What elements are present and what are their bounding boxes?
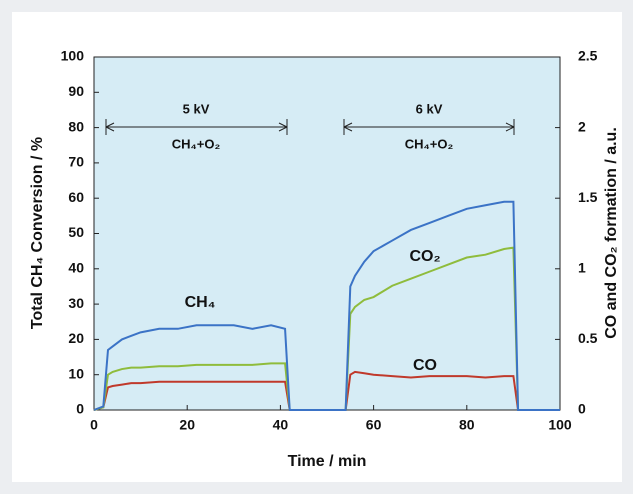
x-tick-label: 0 [90, 417, 98, 433]
y-axis-label: Total CH₄ Conversion / % [29, 137, 46, 329]
y2-tick-label: 1 [578, 260, 586, 276]
y2-tick-label: 2.5 [578, 48, 598, 64]
y-tick-label: 70 [68, 154, 84, 170]
y-tick-label: 80 [68, 118, 84, 134]
annotation: CH₄+O₂ [172, 136, 221, 151]
y2-tick-label: 2 [578, 118, 586, 134]
series-label: CO₂ [409, 248, 440, 265]
y-tick-label: 50 [68, 224, 84, 240]
x-tick-label: 80 [459, 417, 475, 433]
y2-tick-label: 0 [578, 401, 586, 417]
annotation: 6 kV [416, 101, 443, 116]
y-tick-label: 100 [61, 48, 85, 64]
x-axis-label: Time / min [288, 453, 367, 470]
plot-area [93, 56, 561, 411]
y2-tick-label: 1.5 [578, 189, 598, 205]
series-line [93, 200, 560, 411]
x-tick-label: 40 [273, 417, 289, 433]
y-tick-label: 20 [68, 330, 84, 346]
series-label: CO [413, 357, 437, 374]
annotation: CH₄+O₂ [405, 136, 454, 151]
y-tick-label: 30 [68, 295, 84, 311]
x-tick-label: 60 [366, 417, 382, 433]
y2-tick-label: 0.5 [578, 330, 598, 346]
arrow [105, 122, 288, 132]
x-tick-label: 20 [179, 417, 195, 433]
y-tick-label: 40 [68, 260, 84, 276]
y-tick-label: 10 [68, 365, 84, 381]
annotation: 5 kV [183, 101, 210, 116]
y-tick-label: 60 [68, 189, 84, 205]
x-tick-label: 100 [548, 417, 572, 433]
brackets [105, 119, 515, 135]
y2-axis-label: CO and CO₂ formation / a.u. [603, 127, 620, 339]
series-label: CH₄ [185, 294, 216, 311]
y-tick-label: 90 [68, 83, 84, 99]
arrow [343, 122, 515, 132]
y-tick-label: 0 [76, 401, 84, 417]
